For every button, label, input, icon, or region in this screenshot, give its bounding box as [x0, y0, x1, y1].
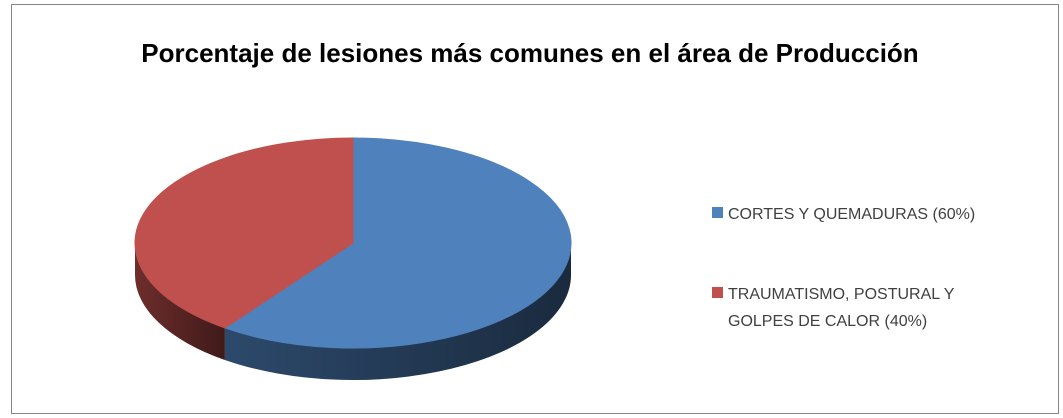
legend-item: TRAUMATISMO, POSTURAL Y GOLPES DE CALOR …: [712, 281, 983, 335]
chart-title: Porcentaje de lesiones más comunes en el…: [141, 38, 919, 68]
legend-item: CORTES Y QUEMADURAS (60%): [712, 201, 983, 228]
slice-side-shade: [135, 243, 225, 360]
legend-swatch: [712, 287, 723, 298]
chart-frame: [11, 4, 1059, 414]
slice: [223, 137, 572, 349]
slice: [134, 137, 354, 329]
legend-label: CORTES Y QUEMADURAS (60%): [728, 206, 976, 223]
legend-label: TRAUMATISMO, POSTURAL Y GOLPES DE CALOR …: [728, 286, 955, 330]
legend-swatch: [712, 207, 723, 218]
slice-side-shade: [224, 243, 572, 380]
